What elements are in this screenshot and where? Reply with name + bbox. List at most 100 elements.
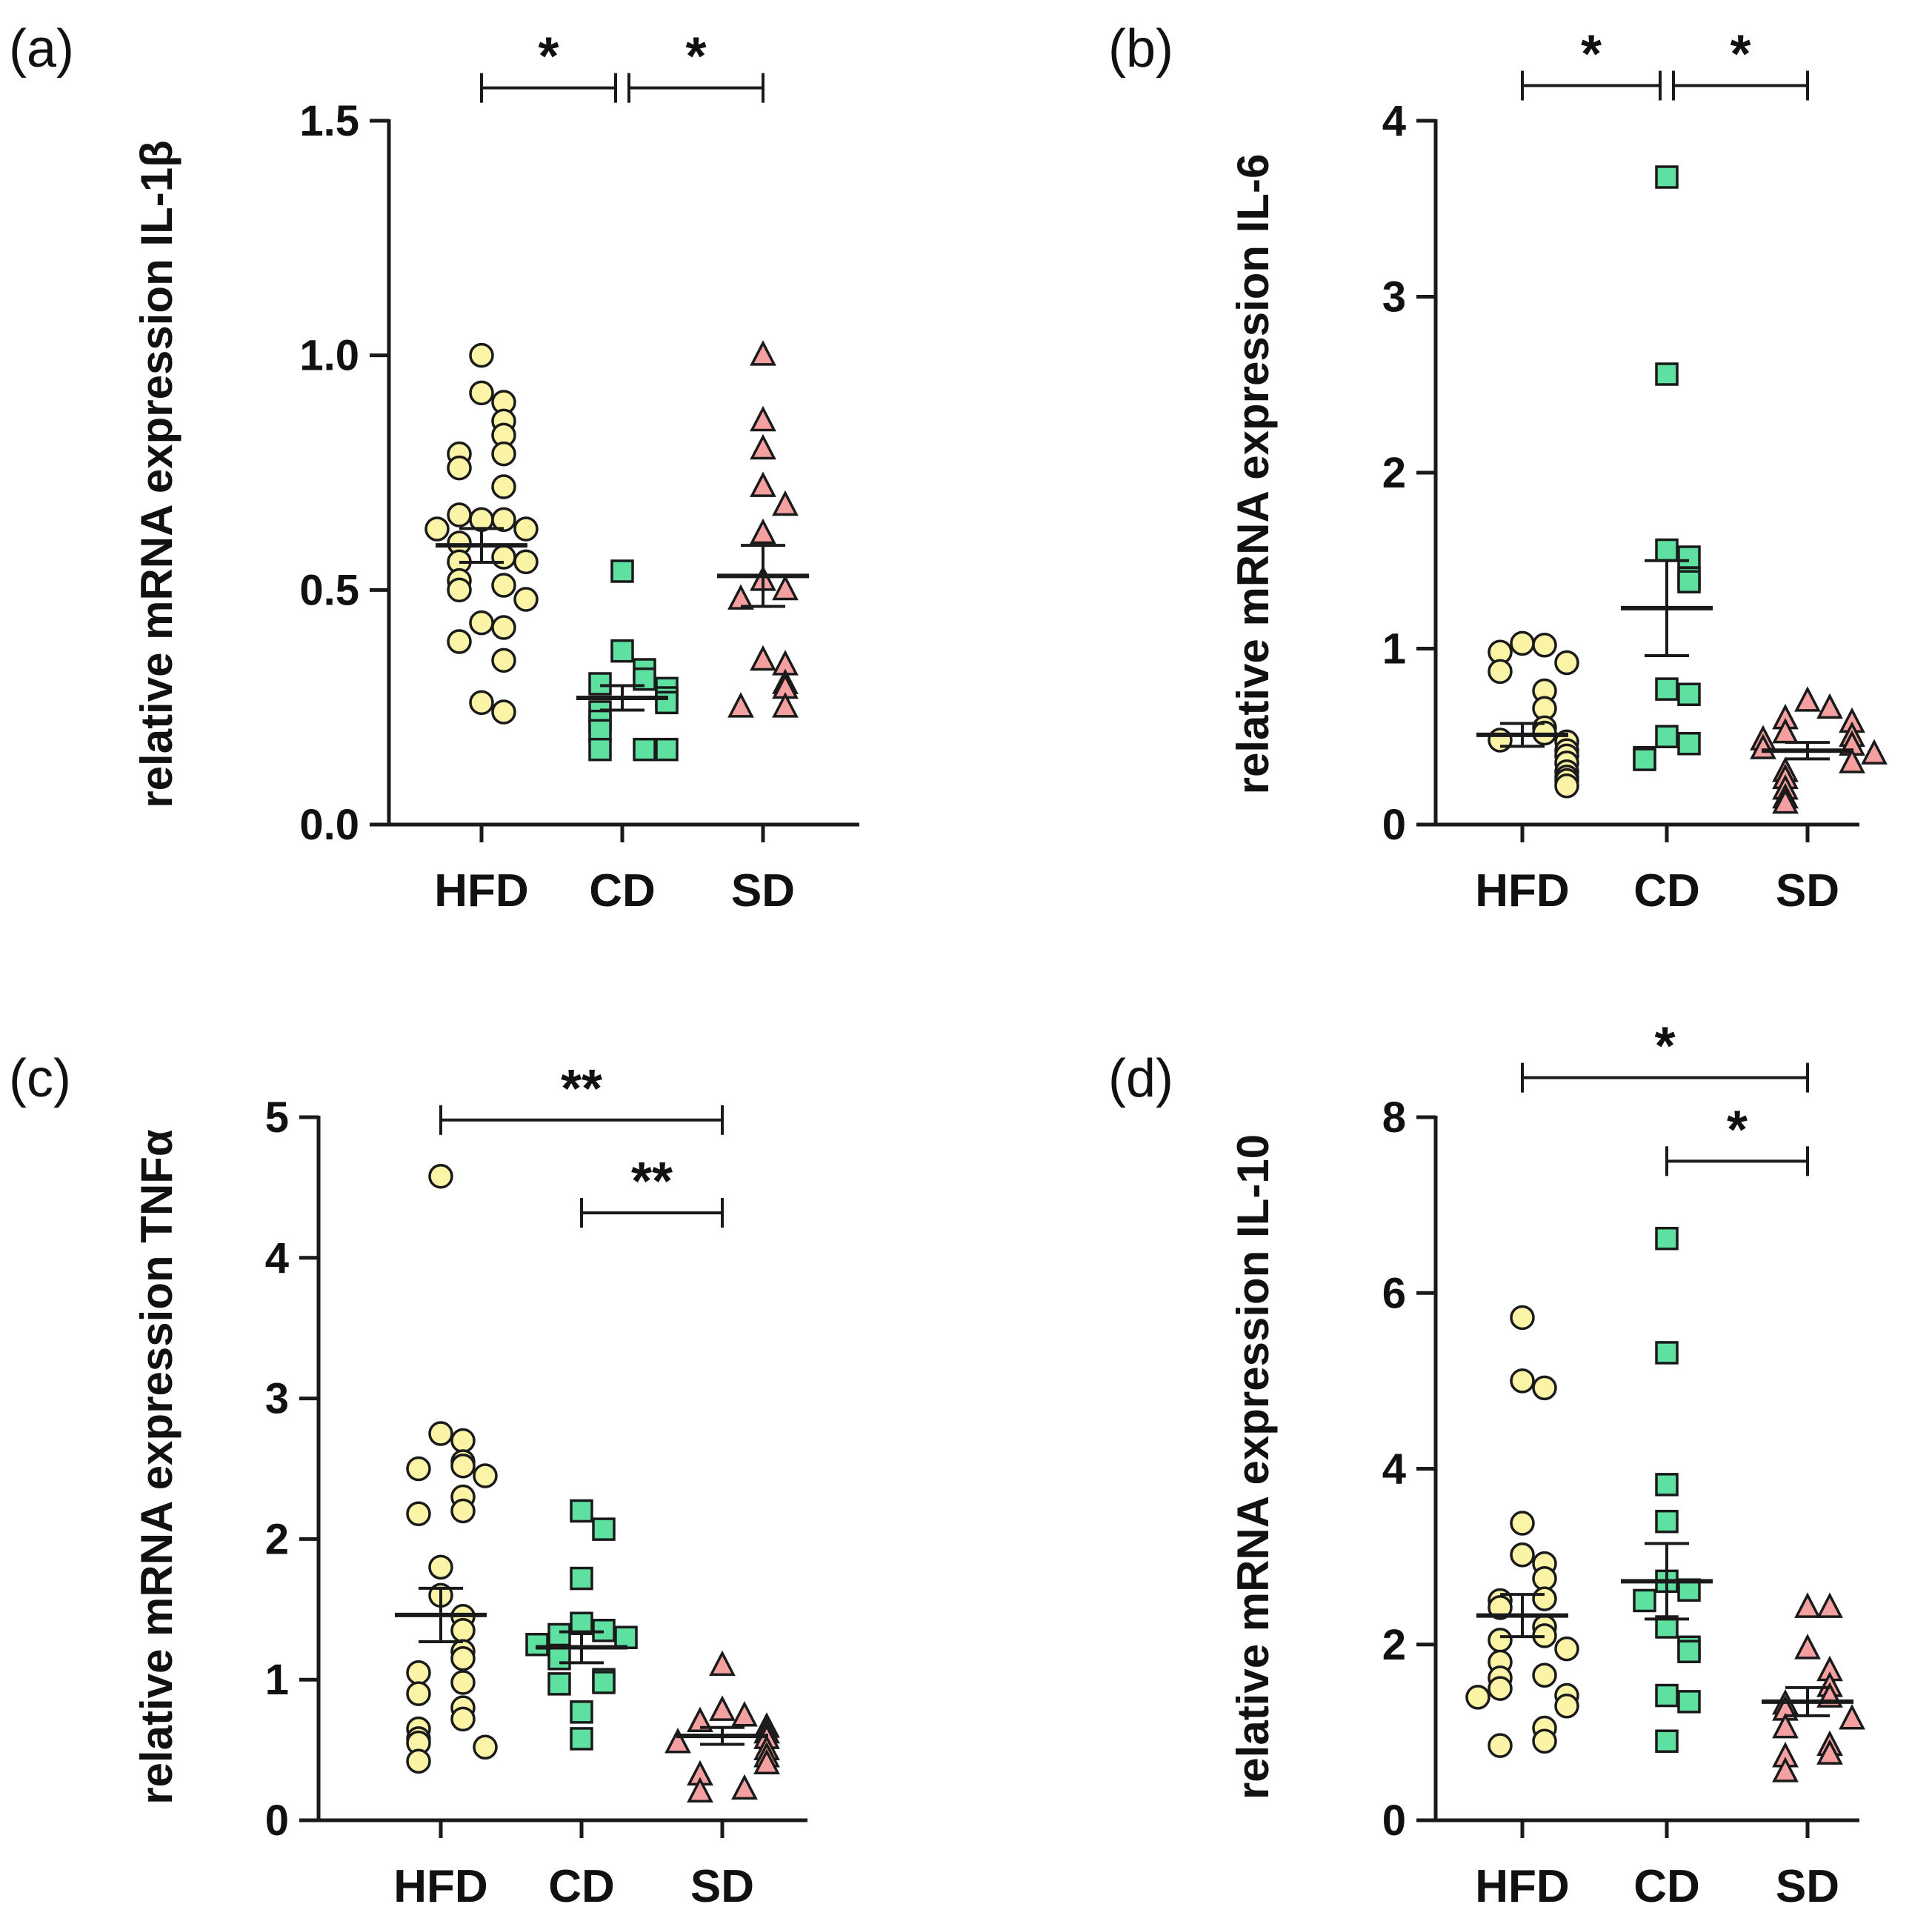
hfd-point	[1488, 659, 1513, 685]
panel-label: (d)	[1108, 1049, 1173, 1108]
significance-brackets: **	[1521, 25, 1809, 101]
mean-sem-bars	[436, 527, 809, 712]
category-labels: HFD CD SD	[393, 1820, 754, 1912]
hfd-point	[1488, 1676, 1513, 1701]
x-category-label: HFD	[1475, 1861, 1569, 1912]
x-category-label: SD	[690, 1861, 754, 1912]
y-tick-label: 4	[1382, 97, 1406, 145]
hfd-point	[513, 587, 539, 612]
cd-point	[655, 737, 679, 762]
hfd-point	[450, 1498, 476, 1524]
panel-d: (d) relative mRNA expression IL-10 0 2 4 6 8…	[1108, 1017, 1865, 1912]
hfd-point	[428, 1421, 453, 1446]
y-axis-ticks: 0.0 0.5 1.0 1.5	[299, 97, 389, 849]
y-tick-label: 0	[1382, 1797, 1406, 1845]
hfd-point	[406, 1660, 431, 1685]
y-axis-title: relative mRNA expression TNFα	[132, 1129, 181, 1805]
hfd-point	[1532, 1586, 1557, 1611]
hfd-point	[491, 573, 516, 598]
hfd-point	[447, 577, 472, 603]
data-points	[1465, 1226, 1865, 1782]
hfd-point	[1554, 650, 1579, 676]
y-tick-label: 2	[1382, 449, 1406, 497]
y-tick-label: 2	[1382, 1621, 1406, 1669]
sd-point	[1794, 1592, 1821, 1618]
y-tick-label: 6	[1382, 1269, 1406, 1317]
sd-point	[1839, 1704, 1865, 1730]
hfd-point	[1554, 1636, 1579, 1662]
x-category-label: CD	[1633, 1861, 1700, 1912]
y-tick-label: 3	[1382, 273, 1406, 322]
sd-point	[1861, 739, 1888, 765]
y-tick-label: 3	[265, 1375, 289, 1423]
hfd-point	[428, 1554, 453, 1580]
y-tick-label: 5	[265, 1094, 289, 1142]
hfd-point	[1465, 1685, 1490, 1710]
sd-point	[753, 1748, 780, 1774]
hfd-point	[447, 502, 472, 527]
hfd-point	[406, 1681, 431, 1706]
sd-point	[687, 1777, 713, 1802]
hfd-point	[1532, 1662, 1557, 1688]
cd-point	[547, 1622, 571, 1647]
y-axis-title: relative mRNA expression IL-10	[1228, 1134, 1278, 1800]
hfd-point	[473, 1463, 498, 1488]
sd-point	[1794, 1634, 1821, 1660]
sd-point	[1794, 686, 1821, 712]
y-axis-ticks: 0 2 4 6 8	[1382, 1094, 1436, 1845]
mean-sem-bars	[395, 1586, 768, 1746]
cd-point	[588, 672, 612, 696]
hfd-point	[491, 474, 516, 499]
sd-point	[1772, 1712, 1799, 1739]
cd-point	[1633, 1588, 1656, 1613]
y-tick-label: 0.0	[299, 801, 359, 849]
x-category-label: SD	[1776, 865, 1839, 916]
hfd-point	[469, 342, 494, 368]
y-tick-label: 4	[265, 1234, 289, 1282]
hfd-point	[469, 380, 494, 406]
cd-point	[610, 639, 634, 663]
sd-point	[1772, 788, 1799, 814]
sd-point	[687, 1706, 713, 1733]
sd-point	[750, 433, 776, 460]
cd-point	[1655, 1683, 1679, 1708]
cd-point	[655, 690, 679, 715]
cd-point	[614, 1625, 638, 1650]
cd-point	[1655, 1473, 1679, 1497]
hfd-point	[1532, 1566, 1557, 1591]
sd-point	[731, 1701, 758, 1727]
cd-point	[570, 1700, 593, 1724]
hfd-point	[424, 516, 450, 542]
hfd-point	[1488, 1733, 1513, 1758]
sd-point	[731, 1774, 758, 1800]
y-tick-label: 0	[1382, 801, 1406, 849]
sd-point	[727, 584, 754, 610]
cd-point	[1677, 1690, 1701, 1714]
hfd-point	[1532, 1375, 1557, 1401]
x-category-label: SD	[731, 865, 795, 916]
y-tick-label: 1.5	[299, 97, 359, 145]
cd-point	[588, 719, 612, 743]
cd-point	[525, 1633, 549, 1657]
data-points	[424, 340, 799, 762]
y-axis-ticks: 0 1 2 3 4 5	[265, 1094, 319, 1845]
sd-point	[750, 518, 776, 545]
axes	[1433, 1116, 1859, 1823]
cd-point	[1655, 725, 1679, 748]
sd-point	[750, 471, 776, 497]
sd-point	[1816, 693, 1843, 719]
significance-label: **	[631, 1152, 673, 1211]
hfd-point	[450, 1670, 476, 1695]
y-axis-ticks: 0 1 2 3 4	[1382, 97, 1436, 849]
axes	[1433, 119, 1859, 827]
y-tick-label: 1.0	[299, 332, 359, 380]
cd-point	[1655, 1509, 1679, 1534]
y-tick-label: 8	[1382, 1094, 1406, 1142]
hfd-point	[491, 648, 516, 673]
sd-point	[727, 692, 754, 718]
y-tick-label: 4	[1382, 1445, 1406, 1494]
significance-label: *	[685, 27, 706, 87]
hfd-point	[406, 1456, 431, 1482]
sd-point	[1816, 1739, 1843, 1765]
